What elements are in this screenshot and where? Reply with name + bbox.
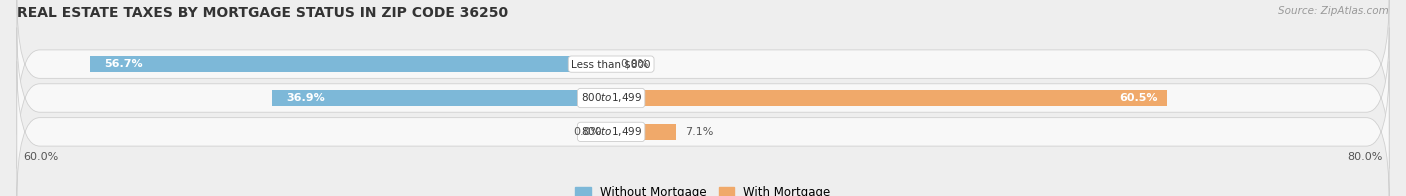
Text: 7.1%: 7.1% bbox=[686, 127, 714, 137]
Text: 60.0%: 60.0% bbox=[24, 152, 59, 162]
Text: $800 to $1,499: $800 to $1,499 bbox=[581, 92, 641, 104]
Bar bbox=[612, 124, 676, 140]
Text: $800 to $1,499: $800 to $1,499 bbox=[581, 125, 641, 138]
Bar bbox=[612, 90, 1167, 106]
Text: 60.5%: 60.5% bbox=[1119, 93, 1157, 103]
Text: Less than $800: Less than $800 bbox=[571, 59, 651, 69]
Bar bbox=[273, 90, 612, 106]
FancyBboxPatch shape bbox=[17, 61, 1389, 196]
FancyBboxPatch shape bbox=[17, 0, 1389, 135]
Text: 56.7%: 56.7% bbox=[104, 59, 142, 69]
FancyBboxPatch shape bbox=[17, 27, 1389, 169]
Legend: Without Mortgage, With Mortgage: Without Mortgage, With Mortgage bbox=[571, 182, 835, 196]
Text: Source: ZipAtlas.com: Source: ZipAtlas.com bbox=[1278, 6, 1389, 16]
Text: 0.0%: 0.0% bbox=[620, 59, 648, 69]
Text: 36.9%: 36.9% bbox=[285, 93, 325, 103]
Bar bbox=[90, 56, 612, 72]
Text: 80.0%: 80.0% bbox=[1347, 152, 1382, 162]
Text: REAL ESTATE TAXES BY MORTGAGE STATUS IN ZIP CODE 36250: REAL ESTATE TAXES BY MORTGAGE STATUS IN … bbox=[17, 6, 508, 20]
Text: 0.0%: 0.0% bbox=[574, 127, 602, 137]
